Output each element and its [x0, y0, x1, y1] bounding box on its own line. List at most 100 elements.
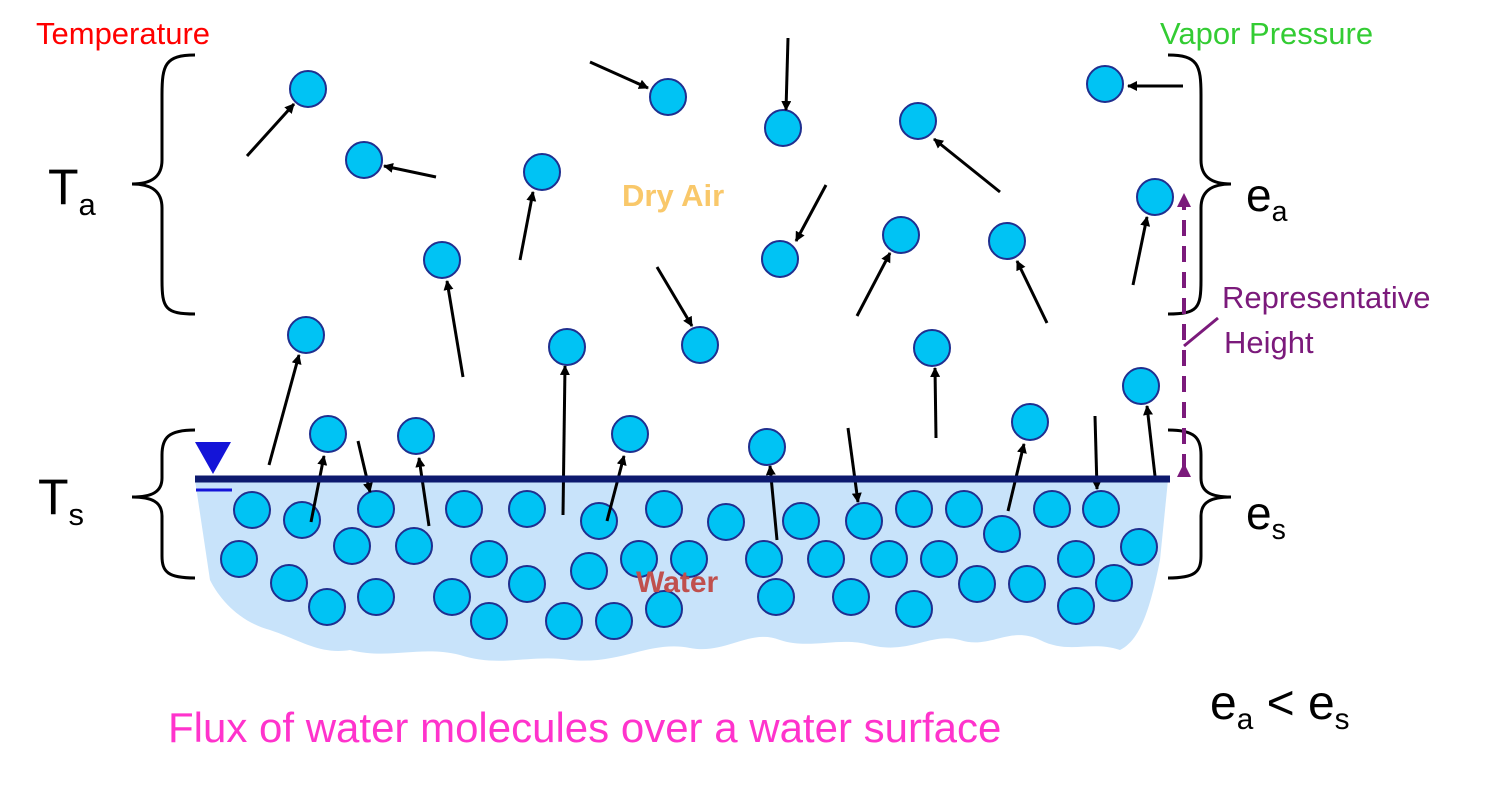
water-molecule: [782, 502, 820, 540]
molecule-motion-arrow: [589, 60, 649, 90]
water-molecule: [1082, 490, 1120, 528]
water-molecule: [670, 540, 708, 578]
molecule-motion-arrow: [383, 162, 437, 179]
water-molecule: [333, 527, 371, 565]
water-molecule: [645, 490, 683, 528]
molecule-motion-arrow: [1015, 260, 1049, 324]
vapor-pressure-header: Vapor Pressure: [1160, 16, 1374, 51]
relation-left-symbol: e: [1210, 677, 1237, 730]
water-molecule: [345, 141, 383, 179]
brace-surface-temperature: [131, 428, 196, 580]
molecule-motion-arrow: [245, 102, 296, 158]
molecule-motion-arrow: [794, 184, 828, 242]
molecule-motion-arrow: [655, 266, 694, 327]
water-molecule: [445, 490, 483, 528]
water-molecule: [1086, 65, 1124, 103]
molecule-motion-arrow: [930, 367, 941, 439]
molecule-motion-arrow: [846, 427, 862, 503]
water-molecule: [707, 503, 745, 541]
molecule-motion-arrow: [1131, 216, 1151, 286]
water-molecule: [611, 415, 649, 453]
water-molecule: [1122, 367, 1160, 405]
representative-height-label-line2: Height: [1224, 325, 1314, 360]
water-molecule: [220, 540, 258, 578]
molecule-motion-arrow: [781, 37, 792, 111]
water-molecule: [308, 588, 346, 626]
water-molecule: [1033, 490, 1071, 528]
water-molecule: [748, 428, 786, 466]
water-molecule: [764, 109, 802, 147]
molecule-motion-arrow: [933, 137, 1001, 194]
water-molecule: [309, 415, 347, 453]
inverted-triangle-water-level-icon: [195, 442, 231, 474]
surface-temperature-label: Ts: [38, 468, 84, 532]
arrows-layer: [245, 37, 1183, 541]
water-molecule: [681, 326, 719, 364]
water-molecule: [807, 540, 845, 578]
vapor-pressure-relation: ea < es: [1210, 676, 1350, 736]
surface-temperature-symbol: T: [38, 469, 69, 525]
water-molecule: [1136, 178, 1174, 216]
water-molecule: [757, 578, 795, 616]
water-molecule: [548, 328, 586, 366]
water-molecule: [233, 491, 271, 529]
representative-height-leader: [1183, 316, 1219, 348]
water-molecule: [913, 329, 951, 367]
relation-right-symbol: e: [1307, 677, 1335, 730]
water-molecule: [270, 564, 308, 602]
water-molecule: [545, 602, 583, 640]
water-molecule: [357, 578, 395, 616]
relation-operator: <: [1253, 677, 1308, 730]
molecule-motion-arrow: [1143, 405, 1157, 477]
relation-right-subscript: s: [1334, 703, 1350, 737]
air-vapor-symbol: e: [1246, 169, 1272, 221]
molecule-motion-arrow: [518, 191, 537, 261]
water-molecule: [958, 565, 996, 603]
air-temperature-symbol: T: [48, 159, 79, 215]
water-molecule: [645, 590, 683, 628]
water-molecule: [920, 540, 958, 578]
water-molecule: [508, 565, 546, 603]
dry-air-label: Dry Air: [622, 178, 725, 213]
surface-temperature-subscript: s: [68, 496, 85, 532]
brace-surface-vapor-pressure: [1167, 428, 1232, 580]
water-molecule: [845, 502, 883, 540]
molecule-motion-arrow: [415, 457, 431, 527]
air-temperature-label: Ta: [48, 158, 96, 222]
relation-left-subscript: a: [1236, 703, 1254, 737]
surface-vapor-symbol: e: [1246, 487, 1272, 539]
air-vapor-pressure-label: ea: [1246, 168, 1287, 228]
water-molecule: [761, 240, 799, 278]
temperature-header: Temperature: [36, 16, 211, 51]
air-vapor-subscript: a: [1271, 195, 1288, 228]
water-label: Water: [636, 566, 719, 599]
water-molecule: [649, 78, 687, 116]
water-molecule: [523, 153, 561, 191]
water-molecule: [1095, 564, 1133, 602]
air-temperature-subscript: a: [78, 186, 96, 222]
water-molecule: [397, 417, 435, 455]
water-molecule: [433, 578, 471, 616]
water-molecule: [899, 102, 937, 140]
molecules-layer: [220, 65, 1174, 640]
water-molecule: [895, 490, 933, 528]
molecule-motion-arrow: [559, 365, 570, 516]
water-molecule: [620, 540, 658, 578]
water-molecule: [508, 490, 546, 528]
brace-air-temperature: [131, 53, 196, 316]
water-molecule: [470, 540, 508, 578]
molecule-motion-arrow: [356, 440, 373, 493]
molecule-motion-arrow: [443, 280, 465, 378]
water-molecule: [595, 602, 633, 640]
caption: Flux of water molecules over a water sur…: [168, 704, 1002, 751]
water-molecule: [895, 590, 933, 628]
water-molecule: [395, 527, 433, 565]
water-molecule: [1008, 565, 1046, 603]
molecule-motion-arrow: [605, 455, 627, 522]
surface-vapor-subscript: s: [1271, 513, 1286, 546]
molecule-motion-arrow: [855, 252, 892, 317]
water-molecule: [287, 316, 325, 354]
water-molecule: [570, 552, 608, 590]
